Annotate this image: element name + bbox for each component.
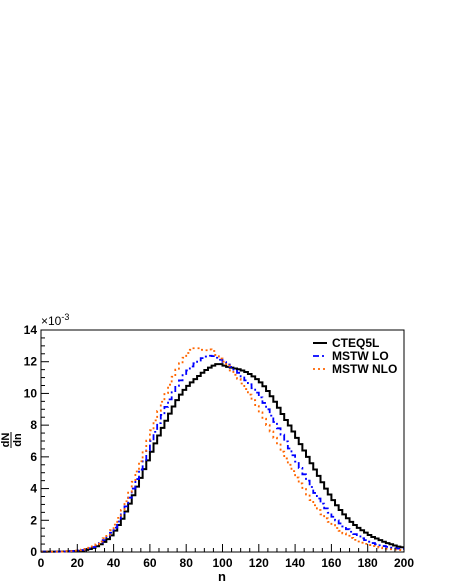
x-tick-label: 40 — [107, 556, 121, 570]
legend-label: CTEQ5L — [332, 336, 379, 350]
x-tick-label: 100 — [212, 556, 232, 570]
x-tick-label: 160 — [321, 556, 341, 570]
plot-area: 0 20 40 60 80 100 120 140 160 180 200 0 2 4 6 8 10 12 14 — [24, 323, 415, 570]
y-tick-label: 0 — [30, 545, 37, 559]
y-tick-label: 2 — [30, 513, 37, 527]
series-layer — [41, 347, 404, 553]
y-axis-label-denominator: dn — [12, 433, 24, 447]
y-tick-label: 6 — [30, 450, 37, 464]
x-tick-label: 140 — [285, 556, 305, 570]
y-axis: 0 2 4 6 8 10 12 14 — [24, 323, 49, 559]
y-axis-label-numerator: dN — [0, 433, 12, 448]
x-tick-label: 60 — [143, 556, 157, 570]
y-tick-label: 4 — [30, 482, 37, 496]
x-tick-label: 180 — [358, 556, 378, 570]
y-axis-label: dN dn — [0, 432, 24, 448]
x-tick-label: 80 — [180, 556, 194, 570]
y-exponent-base: ×10 — [41, 314, 62, 328]
y-tick-label: 8 — [30, 418, 37, 432]
legend-label: MSTW LO — [332, 349, 389, 363]
y-tick-label: 12 — [24, 355, 38, 369]
x-tick-label: 20 — [71, 556, 85, 570]
x-tick-label: 200 — [394, 556, 414, 570]
y-tick-label: 14 — [24, 323, 38, 337]
x-axis: 0 20 40 60 80 100 120 140 160 180 200 — [38, 544, 414, 570]
y-exponent-label: ×10-3 — [41, 312, 69, 328]
x-tick-label: 120 — [249, 556, 269, 570]
y-exponent-power: -3 — [61, 312, 69, 322]
series-line-mstw-lo — [41, 354, 404, 553]
series-line-cteq5l — [41, 363, 404, 553]
y-tick-label: 10 — [24, 386, 38, 400]
x-axis-label: n — [218, 569, 226, 584]
x-tick-label: 0 — [38, 556, 45, 570]
legend-label: MSTW NLO — [332, 362, 397, 376]
